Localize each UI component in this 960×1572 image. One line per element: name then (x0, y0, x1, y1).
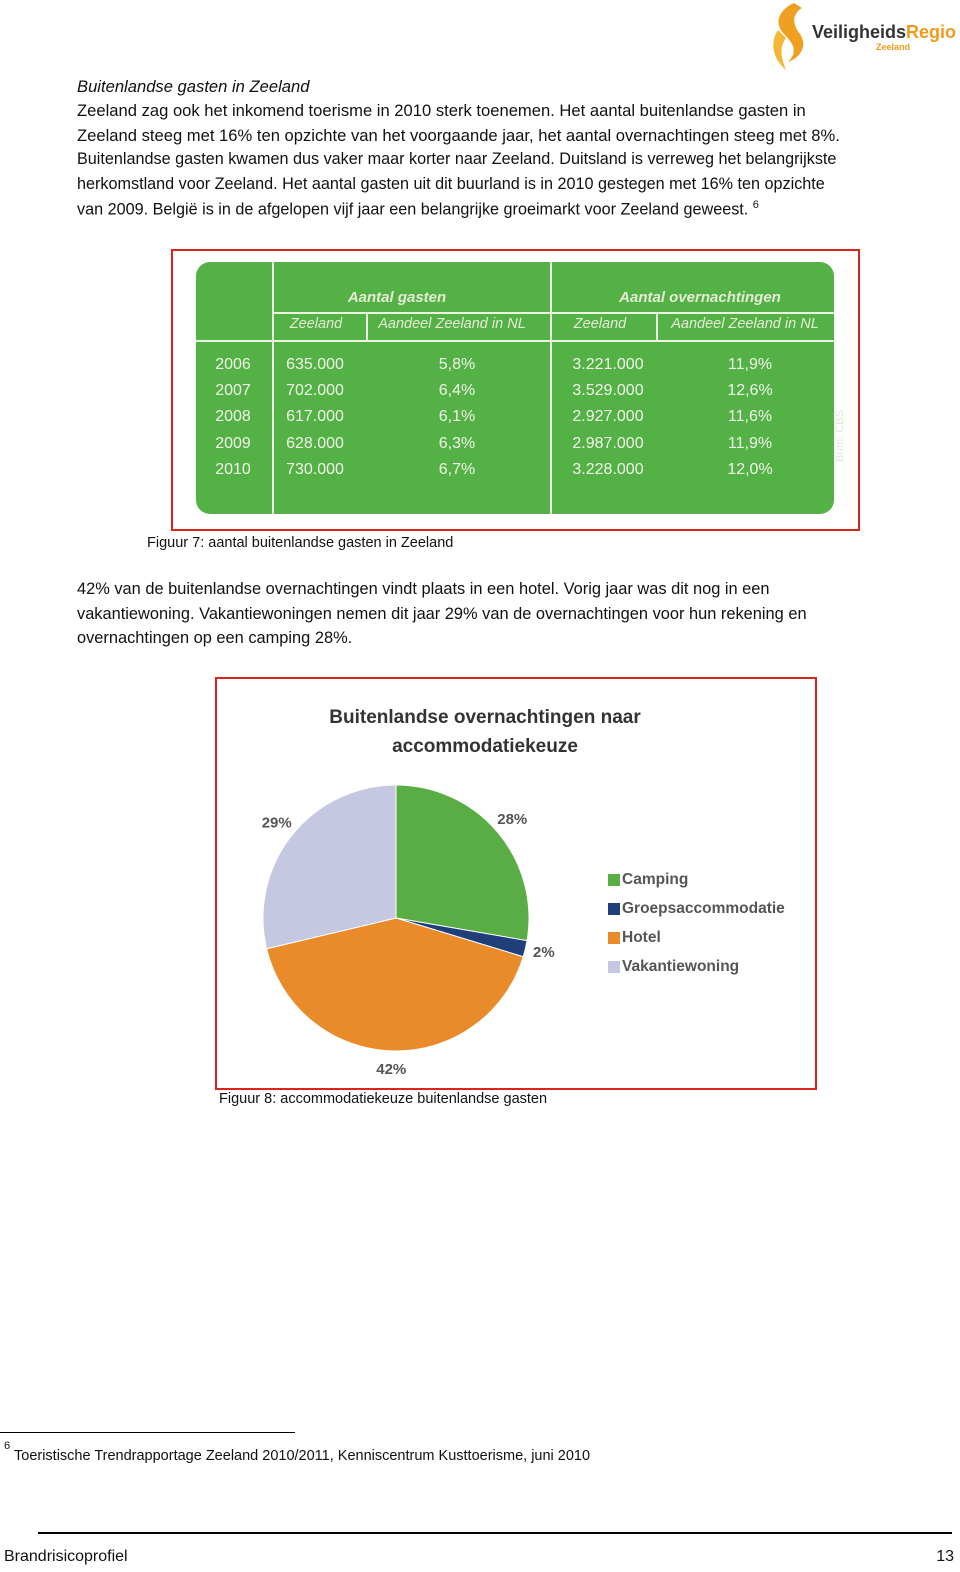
table-cell: 730.000 (286, 460, 344, 478)
divider (196, 340, 834, 342)
chart-title: Buitenlandse overnachtingen naar accommo… (329, 707, 641, 757)
divider (656, 312, 658, 340)
table: Bron: CBS Aantal gasten Aantal overnachti… (196, 262, 846, 514)
text-line: 42% van de buitenlandse overnachtingen v… (77, 580, 770, 598)
group-header: Aantal gasten (347, 289, 447, 306)
divider (272, 262, 274, 514)
logo-flame (778, 3, 804, 62)
table-cell: 3.228.000 (572, 460, 644, 478)
legend-label: Groepsaccommodatie (622, 900, 785, 917)
figure-caption: Figuur 7: aantal buitenlandse gasten in … (147, 535, 454, 551)
data-label: 2% (533, 944, 555, 961)
pie-slice (266, 917, 524, 1052)
table-cell: 12,6% (727, 382, 773, 400)
logo-text: VeiligheidsRegio (812, 22, 956, 42)
data-label: 29% (262, 815, 292, 832)
column-header: Aandeel Zeeland in NL (378, 316, 526, 332)
row-header: 2009 (215, 434, 251, 452)
legend-label: Hotel (622, 929, 661, 946)
table-cell: 5,8% (438, 356, 476, 373)
text-line: herkomstland voor Zeeland. Het aantal ga… (77, 174, 825, 193)
text-line: Buitenlandse gasten kwamen dus vaker maa… (77, 150, 837, 169)
table-cell: 6,7% (438, 460, 476, 478)
pie-chart: 28% 2% 42% 29% Camping Groepsaccommodatie Hote… (262, 784, 785, 1078)
legend-swatch (608, 874, 620, 886)
legend-swatch (608, 903, 620, 915)
divider (366, 312, 368, 340)
row-header: 2008 (215, 408, 251, 426)
data-label: 42% (376, 1061, 406, 1078)
column-header: Aandeel Zeeland in NL (671, 316, 819, 332)
figure-frame (171, 249, 860, 531)
legend-swatch (608, 961, 620, 973)
logo-part2: Regio (906, 22, 956, 42)
text-line: van 2009. België is in de afgelopen vijf… (77, 199, 759, 219)
row-header: 2010 (215, 460, 251, 478)
table-cell: 6,3% (438, 434, 476, 452)
text-line: Zeeland zag ook het inkomend toerisme in… (77, 101, 806, 120)
footnote-number: 6 (4, 1440, 11, 1452)
legend-swatch (608, 932, 620, 944)
text-line: Zeeland steeg met 16% ten opzichte van h… (77, 125, 840, 145)
table-cell: 11,9% (727, 434, 773, 452)
logo-part1: Veiligheids (812, 22, 906, 42)
page-number: 13 (936, 1548, 954, 1565)
figure-caption: Figuur 8: accommodatiekeuze buitenlandse… (219, 1091, 548, 1107)
table-cell: 11,6% (727, 408, 773, 426)
column-header: Zeeland (573, 316, 627, 332)
table-cell: 2.927.000 (572, 408, 644, 426)
divider (550, 262, 552, 514)
table-cell: 617.000 (286, 408, 344, 426)
divider (272, 312, 834, 314)
logo-flame (773, 30, 786, 70)
footnote-text: Toeristische Trendrapportage Zeeland 201… (14, 1448, 591, 1464)
table-cell: 702.000 (286, 382, 344, 400)
table-source: Bron: CBS (834, 410, 846, 462)
footnote-rule (0, 1432, 295, 1433)
table-cell: 6,1% (438, 408, 476, 426)
table-cell: 2.987.000 (572, 434, 644, 452)
logo: VeiligheidsRegio Zeeland (773, 3, 956, 70)
data-label: 28% (497, 811, 527, 828)
table-cell: 6,4% (438, 382, 476, 400)
footnote-ref: 6 (752, 199, 759, 212)
row-header: 2007 (215, 382, 251, 400)
table-cell: 12,0% (727, 460, 773, 478)
figure-frame (215, 677, 817, 1090)
table-cell: 3.529.000 (572, 382, 644, 400)
row-header: 2006 (215, 356, 251, 373)
table-cell: 635.000 (286, 356, 344, 373)
legend-label: Vakantiewoning (622, 958, 739, 975)
pie-slice (262, 784, 397, 950)
text-line: vakantiewoning. Vakantiewoningen nemen d… (77, 604, 807, 623)
logo-sub: Zeeland (876, 42, 910, 52)
legend-label: Camping (622, 871, 688, 888)
group-header: Aantal overnachtingen (619, 289, 781, 306)
footer-rule (38, 1532, 952, 1534)
column-header: Zeeland (289, 316, 343, 332)
footer-title: Brandrisicoprofiel (4, 1548, 128, 1565)
pie-slice (395, 784, 530, 942)
text-line: overnachtingen op een camping 28%. (77, 629, 353, 648)
table-cell: 11,9% (727, 356, 773, 373)
table-cell: 628.000 (286, 434, 344, 452)
section-title: Buitenlandse gasten in Zeeland (77, 77, 310, 96)
table-cell: 3.221.000 (572, 356, 644, 373)
